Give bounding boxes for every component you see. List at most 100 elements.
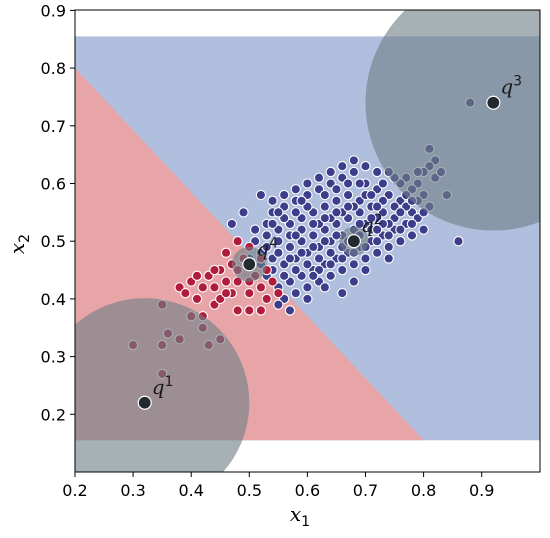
x-tick-label: 0.6	[295, 481, 320, 500]
data-point-blue	[308, 241, 319, 253]
data-point-blue	[325, 166, 336, 178]
query-point	[137, 395, 152, 410]
data-point-blue	[319, 282, 330, 293]
data-point-blue	[418, 224, 429, 235]
data-point-blue	[366, 189, 377, 201]
data-point-blue	[249, 224, 261, 235]
x-tick-label: 0.8	[411, 481, 436, 500]
data-point-blue	[337, 264, 348, 276]
data-point-blue	[290, 230, 301, 241]
x-tick-label: 0.3	[120, 481, 145, 500]
data-point-blue	[290, 184, 301, 195]
y-tick-label: 0.8	[41, 59, 66, 78]
data-point-blue	[348, 259, 360, 270]
data-point-blue	[273, 236, 284, 247]
y-tick-label: 0.6	[41, 175, 66, 194]
y-tick-label: 0.7	[41, 117, 66, 136]
data-point-blue	[395, 207, 406, 218]
data-point-blue	[226, 218, 238, 230]
data-point-red	[273, 287, 284, 299]
x-axis-label: x1	[290, 502, 310, 530]
data-point-blue	[273, 207, 284, 218]
data-point-blue	[290, 207, 301, 218]
data-point-blue	[348, 276, 360, 287]
data-point-red	[267, 276, 278, 287]
query-labels: q1 q2 q3 q4	[152, 74, 522, 399]
query-radius-circle	[75, 298, 250, 472]
data-point-blue	[348, 166, 360, 178]
data-point-blue	[308, 270, 319, 281]
data-point-blue	[308, 230, 319, 241]
query-radius-circle	[365, 10, 540, 231]
query-points	[75, 10, 540, 472]
data-point-blue	[261, 230, 272, 241]
data-point-blue	[325, 270, 336, 281]
query-label: q1	[152, 374, 174, 399]
y-tick-label: 0.9	[41, 1, 66, 20]
query-label: q3	[500, 74, 522, 99]
data-point-blue	[302, 259, 313, 270]
x-tick-label: 0.2	[62, 481, 87, 500]
y-tick-label: 0.2	[41, 405, 66, 424]
data-point-blue	[342, 201, 354, 212]
data-point-blue	[383, 230, 394, 241]
x-axis-ticks: 0.2 0.3 0.4 0.5 0.6 0.7 0.8 0.9	[62, 472, 494, 500]
data-point-blue	[261, 241, 272, 253]
data-point-blue	[360, 161, 371, 172]
data-point-blue	[279, 189, 290, 201]
data-point-blue	[337, 287, 348, 299]
y-tick-label: 0.5	[41, 232, 66, 251]
data-point-blue	[354, 178, 365, 189]
data-point-blue	[319, 236, 330, 247]
data-point-blue	[273, 247, 284, 258]
data-point-blue	[395, 224, 406, 235]
data-point-blue	[284, 253, 296, 264]
data-point-blue	[395, 236, 406, 247]
x-tick-label: 0.5	[237, 481, 262, 500]
y-axis-label: x2	[5, 234, 33, 254]
data-point-blue	[342, 189, 354, 201]
data-point-blue	[325, 259, 336, 270]
x-tick-label: 0.9	[469, 481, 494, 500]
data-point-blue	[319, 212, 330, 224]
data-point-red	[232, 305, 243, 316]
query-point	[346, 234, 361, 249]
data-point-blue	[284, 305, 296, 316]
data-point-blue	[348, 155, 360, 166]
data-point-blue	[325, 247, 336, 258]
data-point-blue	[302, 178, 313, 189]
query-point	[242, 257, 257, 272]
data-point-blue	[302, 293, 313, 305]
x-tick-label: 0.7	[353, 481, 378, 500]
data-point-blue	[406, 230, 418, 241]
data-point-red	[197, 282, 208, 293]
query-label: q2	[361, 212, 383, 237]
data-point-red	[209, 282, 220, 293]
y-tick-label: 0.4	[41, 290, 66, 309]
data-point-blue	[383, 241, 394, 253]
data-point-blue	[331, 184, 342, 195]
data-point-blue	[453, 236, 464, 247]
x-tick-label: 0.4	[178, 481, 203, 500]
data-point-red	[180, 287, 191, 299]
data-point-blue	[267, 218, 278, 230]
data-point-blue	[296, 195, 307, 206]
y-axis-ticks: 0.2 0.3 0.4 0.5 0.6 0.7 0.8 0.9	[41, 1, 75, 424]
data-point-blue	[290, 287, 301, 299]
data-point-blue	[371, 224, 383, 235]
data-point-blue	[342, 178, 354, 189]
data-point-blue	[337, 161, 348, 172]
data-point-blue	[377, 178, 389, 189]
data-point-blue	[331, 195, 342, 206]
data-point-red	[191, 293, 203, 305]
data-point-blue	[360, 264, 371, 276]
data-point-blue	[337, 253, 348, 264]
query-label: q4	[256, 235, 278, 260]
y-tick-label: 0.3	[41, 348, 66, 367]
data-point-red	[220, 287, 232, 299]
data-point-blue	[383, 253, 394, 264]
data-point-red	[244, 305, 255, 316]
data-point-blue	[366, 212, 377, 224]
data-point-red	[261, 293, 272, 305]
